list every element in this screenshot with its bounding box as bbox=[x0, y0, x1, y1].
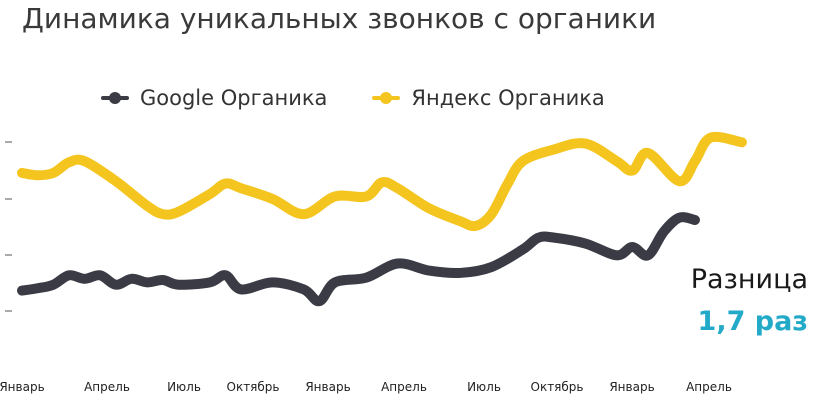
legend-label-yandex: Яндекс Органика bbox=[411, 86, 605, 110]
x-tick-label: Январь bbox=[305, 380, 350, 394]
chart-legend: Google Органика Яндекс Органика bbox=[100, 86, 605, 110]
x-tick-label: Январь bbox=[0, 380, 45, 394]
legend-label-google: Google Органика bbox=[140, 86, 328, 110]
series-line-google bbox=[17, 212, 700, 307]
x-tick-label: Октябрь bbox=[227, 380, 280, 394]
legend-marker-yandex bbox=[372, 92, 401, 104]
y-axis-ticks bbox=[5, 141, 12, 312]
x-tick-label: Июль bbox=[467, 380, 501, 394]
chart-lines bbox=[17, 131, 747, 307]
legend-marker-google bbox=[101, 92, 129, 104]
legend-item-yandex: Яндекс Органика bbox=[371, 86, 605, 110]
legend-item-google: Google Органика bbox=[100, 86, 327, 110]
difference-label: Разница bbox=[690, 264, 808, 295]
x-tick-label: Апрель bbox=[686, 380, 732, 394]
x-tick-label: Июль bbox=[167, 380, 201, 394]
x-tick-label: Январь bbox=[609, 380, 654, 394]
x-tick-label: Апрель bbox=[381, 380, 427, 394]
difference-value: 1,7 раз bbox=[697, 306, 808, 337]
series-line-yandex bbox=[17, 131, 747, 232]
x-tick-label: Апрель bbox=[84, 380, 130, 394]
chart-title: Динамика уникальных звонков с органики bbox=[22, 2, 657, 35]
x-tick-label: Октябрь bbox=[531, 380, 584, 394]
x-axis-labels: Январь Апрель Июль Октябрь Январь Апрель Июль О… bbox=[0, 380, 732, 394]
